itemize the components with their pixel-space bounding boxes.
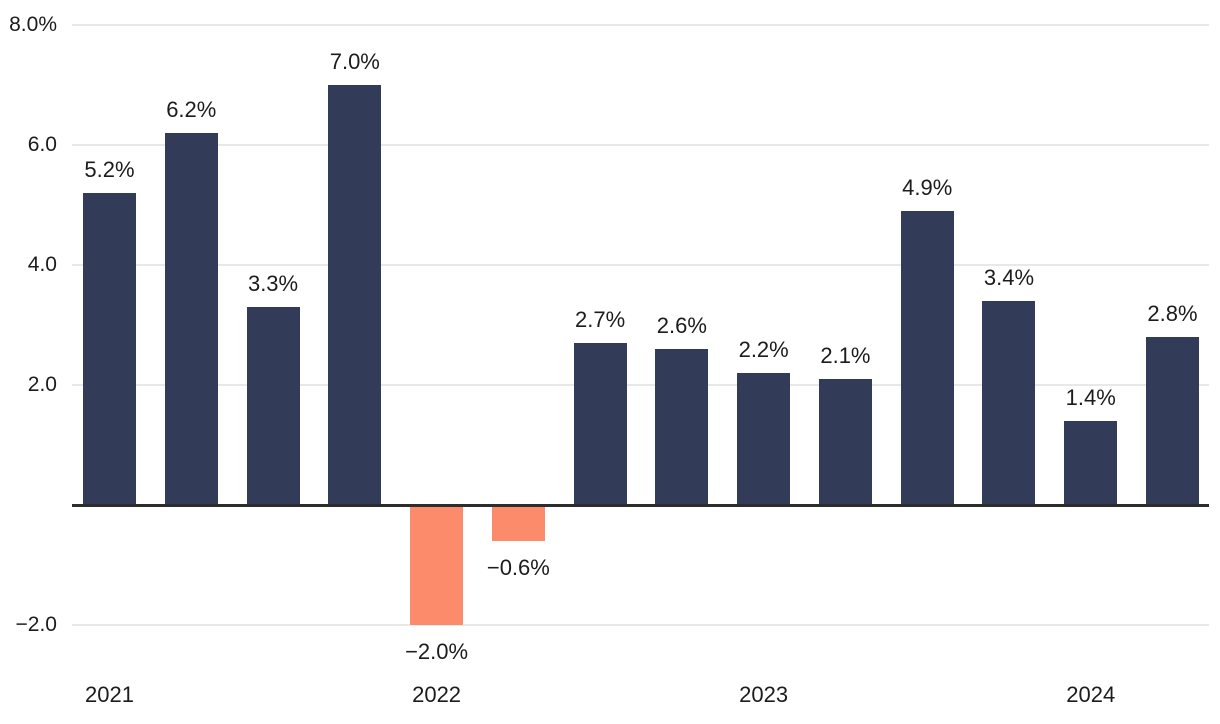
gridline <box>72 264 1209 266</box>
y-tick-label: 8.0% <box>9 13 57 36</box>
bar <box>573 343 627 505</box>
gridline <box>72 144 1209 146</box>
bar-value-label: 4.9% <box>902 175 953 200</box>
bar <box>737 373 791 505</box>
bar <box>818 379 872 505</box>
gridline <box>72 24 1209 26</box>
bar-value-label: 7.0% <box>329 49 380 74</box>
bar-value-label: 1.4% <box>1065 385 1116 410</box>
bar <box>328 85 382 505</box>
x-tick-label: 2023 <box>739 682 789 707</box>
bar <box>1146 337 1199 505</box>
bar <box>1064 421 1118 505</box>
zero-axis-line <box>72 503 1209 507</box>
y-tick-label: 2.0 <box>27 373 57 396</box>
bar <box>83 193 136 505</box>
y-tick-label: 6.0 <box>27 133 57 156</box>
bar-value-label: 5.2% <box>84 157 135 182</box>
bar <box>246 307 300 505</box>
bar-value-label: −2.0% <box>405 639 469 664</box>
bar <box>164 133 218 505</box>
bar <box>410 505 464 625</box>
bar <box>655 349 709 505</box>
bar-value-label: −0.6% <box>486 555 550 580</box>
bar <box>982 301 1036 505</box>
bar-value-label: 2.7% <box>575 307 626 332</box>
bar-value-label: 2.8% <box>1147 301 1198 326</box>
x-tick-label: 2022 <box>412 682 462 707</box>
gridline <box>72 384 1209 386</box>
bar <box>900 211 954 505</box>
bar-value-label: 3.3% <box>247 271 299 296</box>
y-tick-label: 4.0 <box>27 253 57 276</box>
x-tick-label: 2021 <box>85 682 134 707</box>
bar-value-label: 2.2% <box>738 337 789 362</box>
x-tick-label: 2024 <box>1066 682 1116 707</box>
y-tick-label: −2.0 <box>15 613 57 636</box>
bar <box>491 505 545 541</box>
bar-value-label: 3.4% <box>983 265 1035 290</box>
bar-value-label: 2.6% <box>656 313 707 338</box>
gridline <box>72 624 1209 626</box>
bar-value-label: 6.2% <box>166 97 217 122</box>
bar-value-label: 2.1% <box>820 343 871 368</box>
